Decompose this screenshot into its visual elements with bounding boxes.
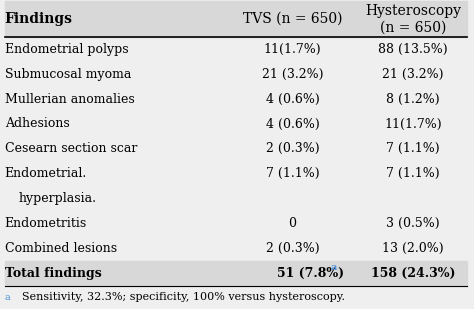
Text: a: a	[331, 264, 337, 273]
Text: 158 (24.3%): 158 (24.3%)	[371, 267, 455, 280]
Text: Submucosal myoma: Submucosal myoma	[5, 68, 131, 81]
Text: Findings: Findings	[5, 12, 73, 26]
Text: 3 (0.5%): 3 (0.5%)	[386, 217, 440, 230]
Text: Endometrial polyps: Endometrial polyps	[5, 43, 128, 56]
Text: 88 (13.5%): 88 (13.5%)	[378, 43, 448, 56]
Text: TVS (n = 650): TVS (n = 650)	[243, 12, 342, 26]
Text: 11(1.7%): 11(1.7%)	[384, 117, 442, 130]
Text: hyperplasia.: hyperplasia.	[19, 192, 97, 205]
Text: 7 (1.1%): 7 (1.1%)	[386, 142, 440, 155]
Text: Hysteroscopy
(n = 650): Hysteroscopy (n = 650)	[365, 4, 461, 34]
Text: 7 (1.1%): 7 (1.1%)	[266, 167, 319, 180]
Text: 7 (1.1%): 7 (1.1%)	[386, 167, 440, 180]
Text: 51 (7.8%): 51 (7.8%)	[277, 267, 345, 280]
Text: Total findings: Total findings	[5, 267, 101, 280]
Text: Adhesions: Adhesions	[5, 117, 70, 130]
Text: 4 (0.6%): 4 (0.6%)	[266, 93, 319, 106]
Text: a: a	[5, 293, 10, 302]
Text: Combined lesions: Combined lesions	[5, 242, 117, 255]
Text: 21 (3.2%): 21 (3.2%)	[262, 68, 323, 81]
Text: 21 (3.2%): 21 (3.2%)	[382, 68, 444, 81]
Text: 2 (0.3%): 2 (0.3%)	[266, 242, 319, 255]
Text: Mullerian anomalies: Mullerian anomalies	[5, 93, 135, 106]
Bar	[5, 2, 467, 37]
Text: Endometrial.: Endometrial.	[5, 167, 87, 180]
Text: 2 (0.3%): 2 (0.3%)	[266, 142, 319, 155]
Text: Endometritis: Endometritis	[5, 217, 87, 230]
Bar	[5, 261, 467, 286]
Text: Cesearn section scar: Cesearn section scar	[5, 142, 137, 155]
Text: 8 (1.2%): 8 (1.2%)	[386, 93, 440, 106]
Text: 11(1.7%): 11(1.7%)	[264, 43, 321, 56]
Text: 0: 0	[289, 217, 297, 230]
Text: 4 (0.6%): 4 (0.6%)	[266, 117, 319, 130]
Text: 13 (2.0%): 13 (2.0%)	[382, 242, 444, 255]
Text: Sensitivity, 32.3%; specificity, 100% versus hysteroscopy.: Sensitivity, 32.3%; specificity, 100% ve…	[15, 292, 345, 303]
